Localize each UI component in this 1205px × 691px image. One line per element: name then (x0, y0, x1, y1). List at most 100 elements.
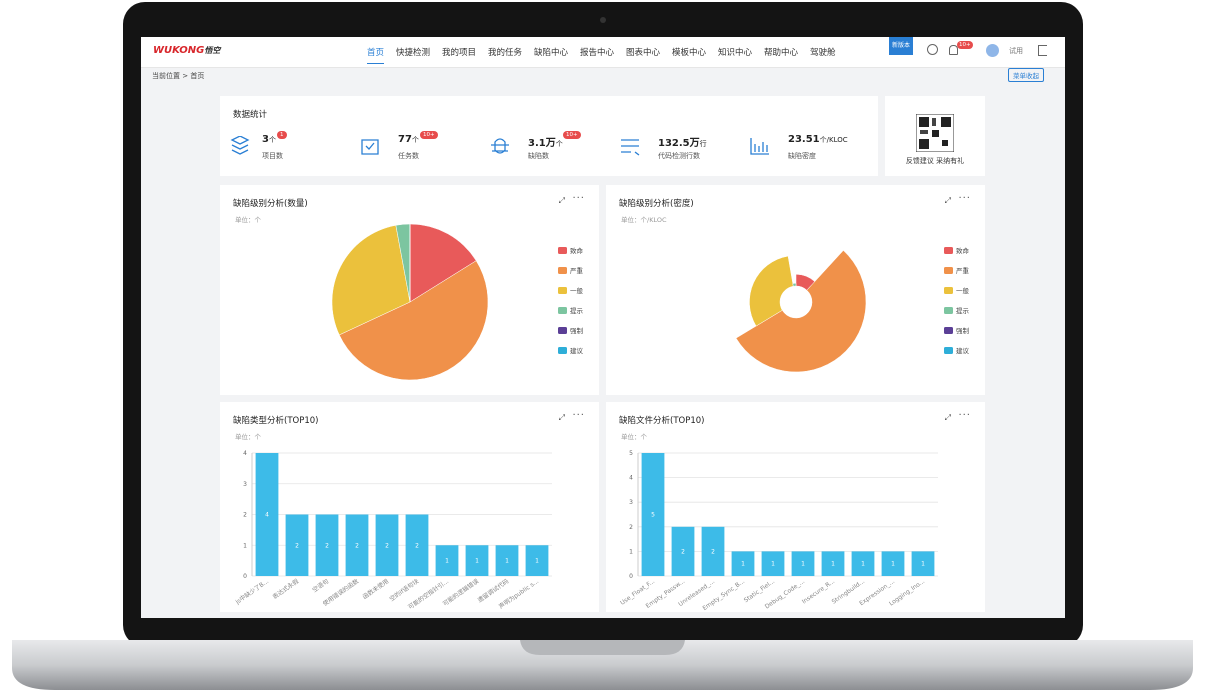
y-tick-label: 0 (243, 573, 247, 580)
breadcrumb: 当前位置 > 首页 (152, 72, 205, 80)
rose-segment (749, 255, 794, 327)
icon-shape (621, 139, 640, 156)
data-label: 1 (921, 561, 925, 568)
stat-unit: 个 (555, 140, 563, 148)
nav-item[interactable]: 驾驶舱 (810, 48, 836, 58)
data-label: 1 (445, 558, 449, 565)
data-label: 1 (505, 558, 509, 565)
pie-slice (409, 223, 477, 303)
data-label: 1 (801, 561, 805, 568)
legend-swatch (558, 327, 567, 334)
chart-title: 缺陷级别分析(数量) (233, 199, 308, 209)
legend-swatch (558, 247, 567, 254)
more-icon[interactable]: ··· (572, 193, 585, 204)
y-tick-label: 1 (243, 542, 247, 549)
expand-icon[interactable]: ⤢ (944, 196, 951, 205)
legend-label: 一般 (956, 286, 970, 295)
nav-item[interactable]: 知识中心 (718, 48, 753, 58)
chart-unit: 单位：个/KLOC (621, 216, 667, 224)
chart-unit: 单位：个 (621, 433, 647, 441)
y-tick-label: 0 (629, 573, 633, 580)
stat-value: 23.51个/KLOC (788, 134, 848, 145)
more-icon[interactable]: ··· (572, 410, 585, 421)
logo-cn: 悟空 (204, 46, 221, 55)
legend-label: 建议 (956, 346, 970, 355)
icon-shape (491, 138, 509, 154)
chart-card: 缺陷级别分析(数量) 单位：个 ⤢ ··· 致命 严重 一般 提示 强制 建议 (220, 185, 599, 395)
nav-item[interactable]: 首页 (367, 46, 385, 64)
bar (881, 551, 905, 576)
chart-unit: 单位：个 (235, 433, 261, 441)
legend-swatch (558, 347, 567, 354)
logo: WUKONG悟空 (153, 45, 220, 56)
nav-item[interactable]: 模板中心 (672, 48, 707, 58)
stat-label: 任务数 (398, 152, 419, 160)
stat-value: 77个 (398, 134, 419, 145)
chart-unit: 单位：个 (235, 216, 261, 224)
legend-swatch (558, 307, 567, 314)
data-label: 2 (295, 542, 299, 549)
nav-item[interactable]: 报告中心 (580, 48, 615, 58)
stat-number: 3.1万 (528, 138, 556, 149)
nav-item[interactable]: 图表中心 (626, 48, 661, 58)
bar (671, 526, 695, 576)
legend-label: 一般 (570, 286, 584, 295)
more-icon[interactable]: ··· (958, 410, 971, 421)
data-label: 2 (385, 542, 389, 549)
expand-icon[interactable]: ⤢ (944, 413, 951, 422)
more-icon[interactable]: ··· (958, 193, 971, 204)
stat-icon (361, 139, 379, 155)
logo-text: WUKONG (153, 45, 205, 56)
stat-number: 3 (262, 134, 269, 145)
bar (465, 545, 489, 576)
rose-segment (792, 283, 797, 287)
bar (641, 453, 665, 576)
legend-label: 严重 (570, 267, 584, 275)
nav-item[interactable]: 帮助中心 (764, 48, 799, 58)
user-name[interactable]: 试用 (1009, 47, 1023, 55)
data-label: 1 (891, 561, 895, 568)
stat-icon (230, 136, 250, 155)
bar (821, 551, 845, 576)
nav-item[interactable]: 快捷检测 (396, 48, 431, 58)
expand-icon[interactable]: ⤢ (558, 196, 565, 205)
chart-title: 缺陷文件分析(TOP10) (619, 416, 705, 426)
y-tick-label: 2 (629, 524, 633, 531)
icon-shape (750, 138, 769, 155)
stat-value: 132.5万行 (658, 134, 707, 149)
collapse-button[interactable]: 菜单收起 (1008, 68, 1044, 82)
y-tick-label: 3 (243, 481, 247, 488)
logout-icon[interactable] (1038, 45, 1047, 56)
bell-icon[interactable] (949, 45, 958, 55)
avatar[interactable] (986, 44, 999, 57)
x-tick-label: 函数未使用 (361, 577, 390, 601)
nav-item[interactable]: 我的项目 (442, 48, 477, 58)
bar (315, 514, 339, 576)
nav-item[interactable]: 缺陷中心 (534, 48, 569, 58)
expand-icon[interactable]: ⤢ (558, 413, 565, 422)
legend-swatch (944, 327, 953, 334)
chart-card: 缺陷类型分析(TOP10) 单位：个 ⤢ ··· 0 1 2 3 4 4 js中缺少了B... 2 表达… (220, 402, 599, 612)
settings-icon[interactable] (927, 44, 938, 55)
data-label: 1 (861, 561, 865, 568)
new-badge[interactable]: 新版本 (889, 37, 914, 55)
legend-label: 提示 (570, 306, 584, 315)
stat-icon (621, 139, 640, 156)
stat-badge: 10+ (563, 131, 581, 139)
header: WUKONG悟空 首页 快捷检测 我的项目 我的任务 缺陷中心 报告中心 图表中心 模板中心 知… (141, 37, 1065, 68)
legend-swatch (558, 287, 567, 294)
chart: 0123455Use_Float_F...2Empty_Passw...2Unr… (619, 450, 938, 612)
stat-unit: 个 (411, 136, 419, 144)
data-label: 2 (711, 548, 715, 555)
y-tick-label: 4 (629, 475, 633, 482)
data-label: 4 (265, 512, 269, 519)
stat-item: 3.1万个 缺陷数 10+ (490, 126, 610, 166)
data-label: 2 (325, 542, 329, 549)
rose-segment (735, 250, 867, 373)
legend-label: 严重 (956, 267, 970, 275)
bar (791, 551, 815, 576)
stat-label: 代码检测行数 (658, 152, 700, 160)
chart-card: 缺陷文件分析(TOP10) 单位：个 ⤢ ··· 0 1 2 3 4 5 5 Use_Float_F.… (606, 402, 985, 612)
nav-item[interactable]: 我的任务 (488, 48, 523, 58)
